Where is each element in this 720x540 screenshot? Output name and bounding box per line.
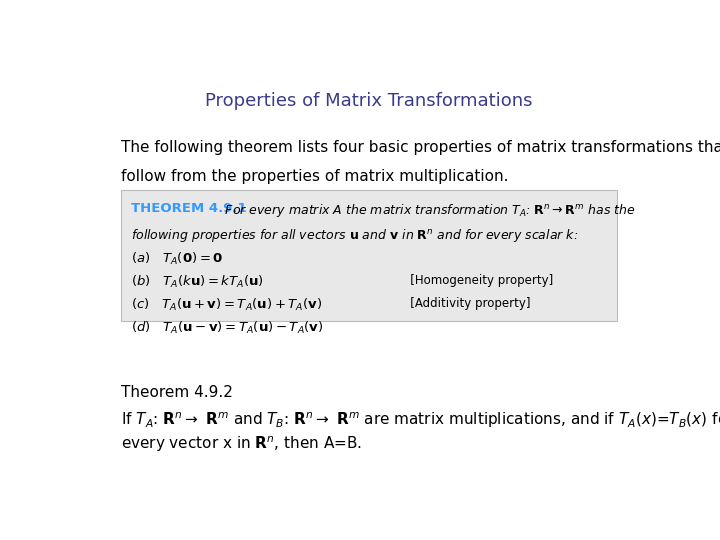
Text: follow from the properties of matrix multiplication.: follow from the properties of matrix mul…	[121, 168, 508, 184]
Text: every vector x in $\mathbf{R}^n$, then A=B.: every vector x in $\mathbf{R}^n$, then A…	[121, 435, 361, 455]
Text: If $T_A$: $\mathbf{R}^n$$\rightarrow$ $\mathbf{R}^m$ and $T_B$: $\mathbf{R}^n$$\: If $T_A$: $\mathbf{R}^n$$\rightarrow$ $\…	[121, 410, 720, 429]
Text: $(a)$   $T_A(\mathbf{0}) = \mathbf{0}$: $(a)$ $T_A(\mathbf{0}) = \mathbf{0}$	[131, 251, 223, 267]
Text: Theorem 4.9.2: Theorem 4.9.2	[121, 385, 233, 400]
Text: $(d)$   $T_A(\mathbf{u} - \mathbf{v}) = T_A(\mathbf{u}) - T_A(\mathbf{v})$: $(d)$ $T_A(\mathbf{u} - \mathbf{v}) = T_…	[131, 320, 323, 336]
Text: Properties of Matrix Transformations: Properties of Matrix Transformations	[205, 92, 533, 110]
Text: following properties for all vectors $\mathbf{u}$ and $\mathbf{v}$ in $\mathbf{R: following properties for all vectors $\m…	[131, 227, 578, 244]
Text: $(c)$   $T_A(\mathbf{u} + \mathbf{v}) = T_A(\mathbf{u}) + T_A(\mathbf{v})$: $(c)$ $T_A(\mathbf{u} + \mathbf{v}) = T_…	[131, 297, 322, 313]
Text: [Homogeneity property]: [Homogeneity property]	[399, 274, 553, 287]
Text: For every matrix A the matrix transformation $T_A$: $\mathbf{R}^n \rightarrow \m: For every matrix A the matrix transforma…	[217, 202, 636, 219]
Text: THEOREM 4.9.1: THEOREM 4.9.1	[131, 202, 246, 215]
Text: [Additivity property]: [Additivity property]	[399, 297, 530, 310]
FancyBboxPatch shape	[121, 190, 617, 321]
Text: The following theorem lists four basic properties of matrix transformations that: The following theorem lists four basic p…	[121, 140, 720, 154]
Text: $(b)$   $T_A(k\mathbf{u}) = kT_A(\mathbf{u})$: $(b)$ $T_A(k\mathbf{u}) = kT_A(\mathbf{u…	[131, 274, 264, 290]
